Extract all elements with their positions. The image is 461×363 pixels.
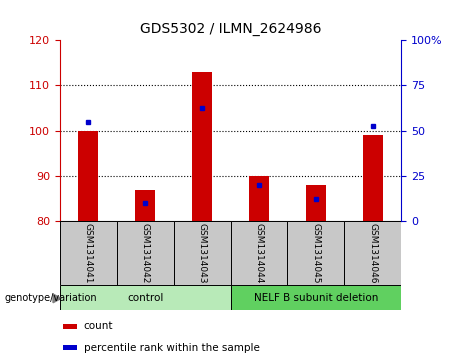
Bar (306, 185, 326, 221)
Bar (63, 345, 77, 350)
Text: GSM1314044: GSM1314044 (254, 223, 263, 284)
Bar (344, 221, 401, 285)
Bar (230, 285, 401, 310)
Text: percentile rank within the sample: percentile rank within the sample (84, 343, 260, 352)
Text: GSM1314042: GSM1314042 (141, 223, 150, 284)
Text: GSM1314043: GSM1314043 (198, 223, 207, 284)
Text: GSM1314041: GSM1314041 (84, 223, 93, 284)
Text: GSM1314045: GSM1314045 (311, 223, 320, 284)
Title: GDS5302 / ILMN_2624986: GDS5302 / ILMN_2624986 (140, 22, 321, 36)
Text: count: count (84, 321, 113, 331)
Bar (135, 189, 155, 221)
Text: genotype/variation: genotype/variation (5, 293, 97, 303)
Bar (63, 323, 77, 329)
Bar (363, 135, 383, 221)
Bar (230, 221, 287, 285)
Bar (78, 131, 98, 221)
Bar (192, 72, 212, 221)
Bar (117, 221, 174, 285)
Bar (174, 221, 230, 285)
Bar (60, 285, 230, 310)
Text: NELF B subunit deletion: NELF B subunit deletion (254, 293, 378, 303)
Text: control: control (127, 293, 163, 303)
Polygon shape (53, 294, 61, 303)
Bar (249, 176, 269, 221)
Text: GSM1314046: GSM1314046 (368, 223, 377, 284)
Bar (60, 221, 117, 285)
Bar (287, 221, 344, 285)
